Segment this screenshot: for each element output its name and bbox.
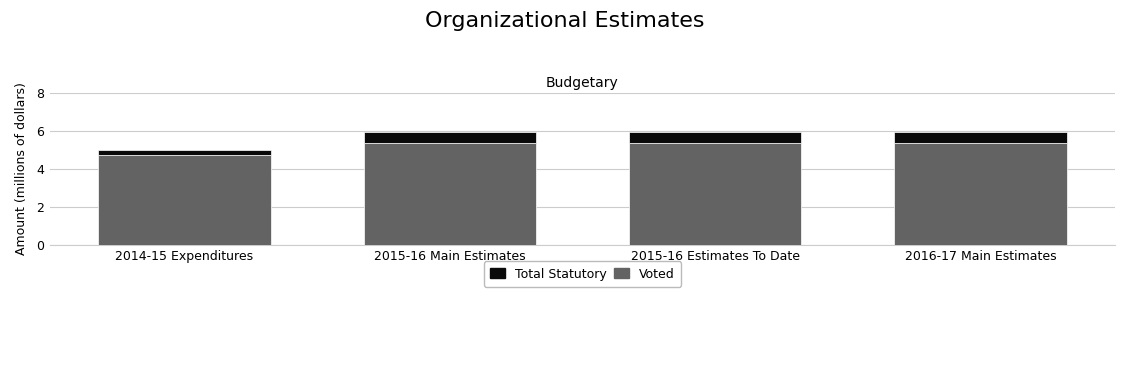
Y-axis label: Amount (millions of dollars): Amount (millions of dollars) (15, 82, 28, 255)
Title: Budgetary: Budgetary (546, 76, 619, 90)
Bar (629, 143, 801, 244)
Legend: Total Statutory, Voted: Total Statutory, Voted (484, 261, 681, 287)
Bar (894, 143, 1067, 244)
Bar (364, 143, 536, 244)
Text: Organizational Estimates: Organizational Estimates (425, 11, 705, 31)
Bar (98, 150, 271, 155)
Bar (98, 155, 271, 244)
Bar (364, 132, 536, 143)
Bar (894, 132, 1067, 143)
Bar (629, 132, 801, 143)
